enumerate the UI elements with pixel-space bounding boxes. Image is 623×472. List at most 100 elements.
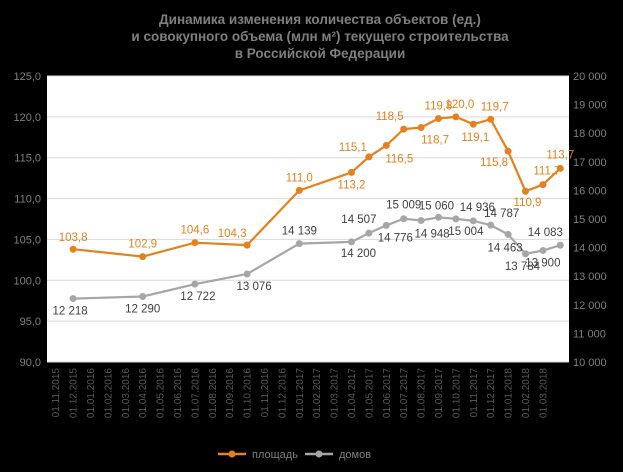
data-label-area: 110,9: [514, 197, 542, 209]
series-layer: [69, 113, 564, 303]
data-point-area: [69, 245, 77, 253]
left-axis: 90,0 95,0 100,0 105,0 110,0 115,0 120,0 125,0: [13, 71, 41, 369]
data-point-houses: [69, 295, 77, 303]
x-tick-label: 01.01.2018: [504, 368, 515, 418]
data-label-area: 119,7: [481, 101, 509, 113]
data-point-area: [435, 114, 442, 122]
data-label-area: 103,8: [59, 232, 88, 244]
y-left-tick-label: 110,0: [14, 194, 41, 206]
data-label-area: 111,0: [286, 172, 313, 184]
data-label-area: 115,8: [480, 157, 508, 169]
grid-lines: [47, 75, 569, 363]
data-label-area: 102,9: [128, 239, 157, 251]
y-right-tick-label: 11 000: [573, 328, 606, 340]
legend-label-houses: домов: [339, 449, 371, 461]
x-tick-label: 01.03.2017: [330, 368, 341, 418]
y-right-tick-label: 16 000: [573, 185, 607, 197]
x-tick-label: 01.12.2016: [277, 368, 288, 418]
data-point-houses: [539, 246, 547, 254]
data-point-houses: [556, 241, 564, 249]
y-left-tick-label: 95,0: [20, 316, 41, 328]
data-label-houses: 14 776: [378, 232, 413, 244]
x-tick-label: 01.02.2017: [312, 368, 323, 418]
data-label-area: 115,1: [339, 142, 367, 154]
data-label-area: 104,3: [218, 228, 247, 240]
data-point-houses: [435, 213, 442, 221]
data-label-houses: 12 290: [125, 304, 160, 316]
y-right-tick-label: 20 000: [573, 71, 607, 83]
data-label-area: 119,1: [461, 132, 489, 144]
x-tick-label: 01.03.2018: [538, 368, 549, 418]
data-point-houses: [522, 250, 529, 258]
x-tick-label: 01.09.2017: [434, 368, 445, 418]
y-right-tick-label: 10 000: [573, 357, 607, 369]
x-tick-label: 01.07.2016: [190, 368, 201, 418]
y-right-tick-label: 18 000: [573, 128, 607, 140]
data-point-houses: [487, 221, 495, 229]
data-point-area: [487, 115, 495, 123]
data-label-area: 113,2: [338, 179, 366, 191]
x-tick-label: 01.05.2016: [156, 368, 167, 418]
legend-item-area[interactable]: площадь: [218, 449, 298, 461]
x-tick-label: 01.02.2018: [521, 368, 532, 418]
data-point-area: [417, 123, 425, 131]
chart-title: Динамика изменения количества объектов (…: [131, 12, 509, 61]
chart-title-line-1: Динамика изменения количества объектов (…: [159, 12, 481, 27]
data-point-area: [452, 113, 460, 121]
y-left-tick-label: 105,0: [13, 234, 41, 246]
x-tick-label: 01.11.2017: [469, 368, 480, 418]
data-point-houses: [365, 229, 373, 237]
y-right-tick-label: 17 000: [573, 157, 607, 169]
x-tick-label: 01.05.2017: [364, 368, 375, 418]
data-label-area: 111,7: [533, 166, 560, 178]
data-label-houses: 14 083: [528, 227, 563, 239]
data-point-houses: [348, 238, 355, 246]
right-axis: 10 000 11 000 12 000 13 000 14 000 15 000 16 0…: [573, 71, 607, 369]
data-point-area: [365, 153, 373, 161]
data-label-houses: 14 787: [484, 208, 519, 220]
chart-title-line-3: в Российской Федерации: [235, 46, 406, 61]
legend-item-houses[interactable]: домов: [305, 449, 371, 461]
data-point-area: [556, 164, 564, 172]
y-left-tick-label: 125,0: [13, 71, 41, 83]
data-label-area: 119,8: [425, 100, 453, 112]
x-tick-label: 01.08.2016: [208, 368, 219, 418]
data-point-area: [191, 239, 199, 247]
data-label-houses: 14 139: [282, 226, 317, 238]
data-point-houses: [191, 280, 199, 288]
y-right-tick-label: 13 000: [573, 271, 607, 283]
x-axis: 01.11.2015 01.12.2015 01.01.2016 01.02.2016…: [51, 368, 549, 418]
x-tick-label: 01.08.2017: [417, 368, 428, 418]
data-label-houses: 12 722: [180, 291, 215, 303]
data-point-area: [382, 141, 390, 149]
x-tick-label: 01.11.2015: [51, 368, 62, 418]
data-point-houses: [382, 221, 390, 229]
data-point-houses: [452, 215, 460, 223]
x-tick-label: 01.07.2017: [399, 368, 410, 418]
data-label-houses: 13 076: [237, 281, 272, 293]
x-tick-label: 01.06.2017: [382, 368, 393, 418]
data-label-houses: 13 784: [505, 261, 541, 273]
data-label-area: 113,7: [546, 149, 574, 161]
y-right-tick-label: 19 000: [573, 100, 607, 112]
x-tick-label: 01.11.2016: [260, 368, 271, 418]
x-tick-label: 01.04.2016: [138, 368, 149, 418]
y-right-tick-label: 14 000: [573, 243, 607, 255]
data-point-area: [243, 241, 251, 249]
data-label-houses: 14 463: [488, 242, 523, 254]
data-point-houses: [400, 215, 408, 223]
data-point-area: [400, 125, 408, 133]
data-label-houses: 14 200: [341, 248, 376, 260]
x-tick-label: 01.10.2017: [451, 368, 462, 418]
legend-marker-houses: [315, 450, 323, 458]
legend-marker-area: [228, 450, 236, 458]
data-point-houses: [417, 216, 425, 224]
x-tick-label: 01.01.2016: [86, 368, 97, 418]
data-label-houses: 15 009: [386, 200, 421, 212]
y-right-tick-label: 15 000: [573, 214, 607, 226]
data-point-houses: [243, 270, 251, 278]
data-point-houses: [469, 217, 477, 225]
data-point-area: [539, 181, 547, 189]
data-label-area: 118,7: [421, 134, 449, 146]
